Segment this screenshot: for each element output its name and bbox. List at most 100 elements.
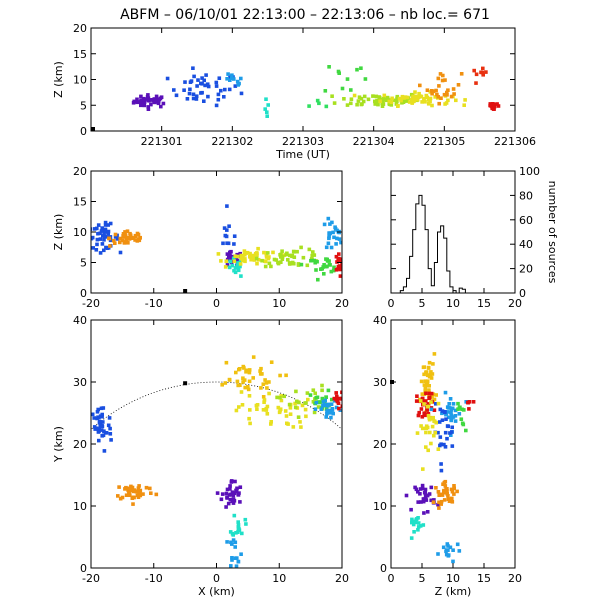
- y-tick-label: 20: [373, 438, 387, 451]
- source-point: [436, 502, 440, 507]
- source-point: [443, 484, 448, 488]
- y-tick-label: 20: [73, 165, 87, 178]
- source-point: [456, 401, 460, 406]
- source-point: [431, 500, 436, 504]
- source-point: [334, 242, 338, 246]
- source-point: [418, 83, 422, 88]
- source-point: [233, 556, 238, 560]
- y-tick-label: 15: [73, 48, 87, 61]
- source-point: [321, 265, 325, 269]
- source-point: [228, 497, 233, 502]
- x-height-panel: -20 -10 0 10 20 0 5 10 15 20 Z (km): [52, 165, 349, 310]
- source-point: [233, 540, 238, 545]
- source-point: [429, 391, 434, 396]
- source-point: [145, 95, 150, 99]
- source-point: [224, 360, 229, 365]
- source-point: [264, 253, 269, 257]
- source-point: [352, 93, 357, 98]
- source-point: [329, 402, 334, 406]
- source-point: [236, 492, 240, 497]
- source-point: [404, 493, 409, 498]
- source-point: [414, 487, 419, 492]
- source-point: [443, 102, 447, 106]
- source-point: [327, 232, 332, 236]
- source-point: [238, 485, 243, 489]
- source-point: [310, 253, 314, 258]
- source-point: [432, 498, 436, 502]
- source-point: [237, 367, 241, 372]
- source-point: [267, 255, 271, 259]
- source-point: [424, 391, 428, 396]
- y-axis-label: Z (km): [52, 61, 65, 98]
- source-point: [395, 96, 399, 101]
- source-point: [136, 495, 141, 499]
- source-point: [428, 372, 433, 377]
- source-cluster: [418, 72, 464, 106]
- source-point: [443, 78, 447, 82]
- y-tick-label: 10: [373, 500, 387, 513]
- source-point: [241, 258, 245, 263]
- station-marker: [183, 381, 188, 386]
- x-tick-label: 20: [335, 297, 349, 310]
- source-point: [445, 90, 449, 95]
- source-point: [129, 235, 134, 240]
- source-point: [324, 104, 329, 109]
- source-point: [131, 502, 135, 506]
- source-point: [314, 400, 319, 405]
- source-point: [217, 76, 222, 80]
- source-point: [361, 99, 366, 104]
- source-point: [300, 403, 305, 408]
- source-point: [254, 256, 259, 261]
- source-point: [392, 98, 396, 103]
- source-point: [320, 396, 325, 401]
- source-point: [289, 253, 294, 258]
- source-cluster: [87, 406, 113, 453]
- source-point: [329, 245, 334, 250]
- y-tick-label: 0: [519, 287, 526, 300]
- source-point: [131, 495, 136, 500]
- source-point: [231, 501, 236, 505]
- source-point: [316, 405, 321, 409]
- source-point: [232, 242, 236, 246]
- source-point: [434, 393, 438, 397]
- y-tick-label: 0: [80, 562, 87, 575]
- y-tick-label: 40: [73, 314, 87, 327]
- source-point: [220, 383, 224, 387]
- source-point: [375, 100, 380, 105]
- source-point: [396, 104, 400, 108]
- source-point: [101, 420, 105, 424]
- source-point: [452, 486, 456, 491]
- source-point: [436, 447, 441, 451]
- source-point: [420, 415, 425, 419]
- source-point: [338, 267, 342, 272]
- source-point: [225, 204, 229, 208]
- source-point: [124, 485, 128, 490]
- plot-area: [91, 204, 346, 282]
- source-point: [356, 99, 361, 103]
- source-point: [437, 84, 441, 88]
- source-point: [452, 492, 456, 496]
- source-point: [418, 487, 423, 491]
- source-point: [87, 426, 91, 430]
- source-point: [98, 237, 103, 241]
- source-point: [236, 520, 240, 524]
- source-point: [449, 410, 453, 415]
- source-point: [325, 408, 330, 413]
- source-point: [389, 103, 394, 107]
- source-point: [202, 78, 206, 83]
- source-point: [355, 67, 359, 72]
- source-point: [223, 87, 227, 92]
- source-point: [423, 493, 428, 497]
- source-point: [429, 485, 434, 490]
- source-point: [425, 510, 430, 514]
- source-point: [416, 521, 421, 525]
- source-point: [428, 99, 432, 104]
- source-point: [331, 268, 336, 273]
- source-point: [362, 94, 367, 99]
- source-point: [242, 249, 247, 253]
- source-point: [322, 272, 326, 276]
- source-point: [423, 386, 428, 391]
- source-point: [231, 256, 236, 261]
- source-point: [342, 248, 346, 252]
